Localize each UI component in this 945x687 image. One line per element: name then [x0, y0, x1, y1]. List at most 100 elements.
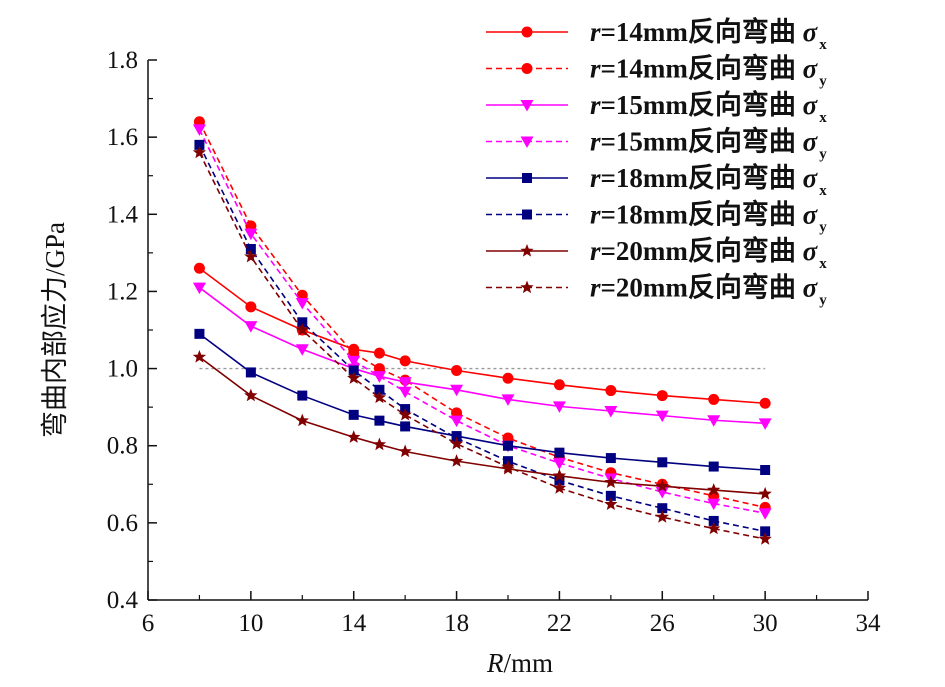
- legend-label-sub: x: [819, 256, 827, 272]
- data-point: [244, 321, 258, 333]
- y-tick-label: 1.6: [107, 124, 138, 151]
- legend-marker: [521, 26, 533, 38]
- data-point: [372, 390, 387, 404]
- legend-label-var: r: [590, 163, 601, 193]
- data-point: [192, 124, 206, 136]
- legend-label-sigma: σ: [803, 273, 819, 303]
- data-point: [656, 390, 668, 402]
- series-line: [198, 333, 766, 471]
- data-point: [398, 377, 412, 389]
- legend-label-sub: y: [819, 147, 827, 163]
- data-point: [554, 475, 565, 486]
- data-point: [347, 355, 361, 368]
- data-point: [553, 379, 565, 391]
- series-line: [198, 286, 766, 425]
- legend-label-sub: y: [819, 220, 827, 236]
- data-point: [450, 415, 464, 428]
- x-tick-label: 34: [856, 610, 882, 637]
- data-point: [373, 347, 385, 359]
- data-point: [348, 365, 359, 376]
- data-point: [244, 388, 258, 402]
- legend-label-sigma: σ: [803, 90, 819, 120]
- data-point: [192, 282, 206, 295]
- legend: r=14mm反向弯曲 σ xr=14mm反向弯曲 σ yr=15mm反向弯曲 σ xr…: [486, 16, 827, 309]
- series-7: [192, 350, 772, 500]
- data-point: [758, 418, 772, 430]
- data-point: [552, 458, 566, 470]
- data-point: [604, 475, 618, 489]
- legend-label-sigma: σ: [803, 127, 819, 157]
- data-point: [707, 415, 721, 427]
- data-point: [245, 367, 256, 378]
- legend-label-text: =18mm反向弯曲: [601, 162, 803, 193]
- legend-marker: [520, 136, 534, 148]
- axis-ticks: 6 10 14 18 22 26 30 34 0.4 0.6 0.8 1.0 1.2 1.4 1.6 1.8: [107, 47, 881, 637]
- x-axis-title-var: R: [486, 648, 504, 678]
- data-point: [348, 409, 359, 420]
- data-point: [707, 498, 721, 511]
- data-point: [398, 407, 412, 421]
- data-point: [194, 139, 205, 150]
- legend-label-var: r: [590, 54, 601, 84]
- legend-marker: [521, 63, 533, 74]
- data-point: [297, 390, 308, 401]
- series-8: [192, 145, 772, 545]
- series-line: [198, 356, 766, 495]
- x-tick-label: 26: [650, 610, 675, 637]
- data-point: [372, 437, 387, 451]
- x-axis-title: R/mm: [486, 648, 553, 678]
- data-point: [192, 350, 207, 363]
- data-point: [244, 228, 258, 241]
- x-tick-label: 6: [142, 610, 155, 637]
- data-point: [297, 317, 308, 328]
- legend-label-sigma: σ: [803, 54, 819, 84]
- data-point: [347, 430, 361, 443]
- data-point: [194, 328, 205, 339]
- legend-label-sub: x: [819, 183, 827, 199]
- data-point: [398, 386, 412, 399]
- data-point: [604, 406, 618, 418]
- data-point: [655, 510, 669, 523]
- data-point: [398, 444, 412, 458]
- data-point: [758, 486, 772, 500]
- data-point: [192, 145, 207, 159]
- data-point: [295, 298, 309, 310]
- legend-label-sigma: σ: [803, 17, 819, 47]
- data-point: [193, 262, 205, 274]
- legend-label-var: r: [590, 273, 601, 303]
- data-point: [657, 503, 668, 514]
- series-5: [194, 328, 771, 476]
- data-point: [372, 371, 386, 383]
- y-tick-label: 0.4: [107, 587, 139, 614]
- x-axis-title-unit: /mm: [503, 648, 553, 678]
- data-point: [501, 459, 515, 473]
- data-point: [605, 490, 616, 501]
- legend-marker: [522, 173, 532, 183]
- data-point: [759, 397, 771, 409]
- data-point: [707, 521, 721, 535]
- data-point: [708, 461, 719, 472]
- data-point: [374, 415, 385, 426]
- y-tick-label: 1.2: [107, 278, 138, 305]
- legend-label-sigma: σ: [803, 200, 819, 230]
- y-tick-label: 1.8: [107, 47, 138, 74]
- legend-label-var: r: [590, 90, 601, 120]
- legend-label-var: r: [590, 236, 601, 266]
- data-point: [451, 365, 463, 376]
- series-3: [192, 282, 772, 430]
- data-point: [604, 497, 618, 511]
- data-point: [605, 385, 617, 397]
- legend-marker: [520, 280, 534, 294]
- data-point: [760, 465, 771, 476]
